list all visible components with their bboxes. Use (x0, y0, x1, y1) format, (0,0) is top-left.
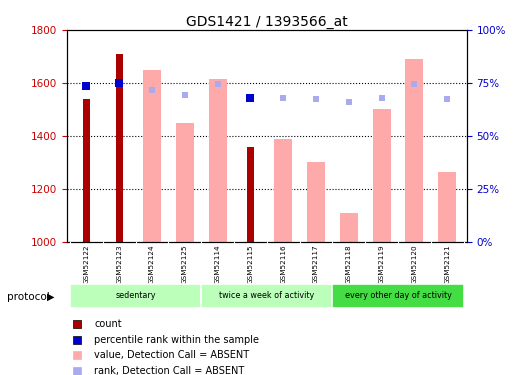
Text: twice a week of activity: twice a week of activity (219, 291, 314, 300)
Bar (201, 284, 332, 308)
Bar (83, 99, 90, 242)
Bar (70, 284, 201, 308)
Text: sedentary: sedentary (115, 291, 156, 300)
Text: percentile rank within the sample: percentile rank within the sample (94, 335, 259, 345)
Bar (176, 123, 194, 242)
Text: GSM52124: GSM52124 (149, 245, 155, 284)
Bar (372, 110, 390, 242)
Bar (405, 59, 423, 242)
Text: ▶: ▶ (47, 292, 55, 302)
Bar (116, 54, 123, 242)
Text: GSM52118: GSM52118 (346, 245, 352, 284)
Bar (274, 139, 292, 242)
Text: GSM52116: GSM52116 (280, 245, 286, 284)
Text: GSM52120: GSM52120 (411, 245, 418, 284)
Bar (209, 79, 227, 242)
Text: GSM52117: GSM52117 (313, 245, 319, 284)
Text: GSM52119: GSM52119 (379, 245, 385, 284)
Text: rank, Detection Call = ABSENT: rank, Detection Call = ABSENT (94, 366, 245, 375)
Text: GSM52123: GSM52123 (116, 245, 122, 284)
Bar (332, 284, 464, 308)
Text: count: count (94, 319, 122, 329)
Text: GSM52114: GSM52114 (214, 245, 221, 284)
Text: GSM52125: GSM52125 (182, 245, 188, 284)
Bar (247, 147, 254, 242)
Text: protocol: protocol (7, 292, 49, 302)
Bar (438, 172, 456, 242)
Text: GSM52121: GSM52121 (444, 245, 450, 284)
Bar (143, 70, 161, 242)
Bar (307, 162, 325, 242)
Bar (340, 213, 358, 242)
Text: every other day of activity: every other day of activity (345, 291, 451, 300)
Text: value, Detection Call = ABSENT: value, Detection Call = ABSENT (94, 350, 249, 360)
Text: GSM52122: GSM52122 (84, 245, 89, 284)
Text: GSM52115: GSM52115 (247, 245, 253, 284)
Title: GDS1421 / 1393566_at: GDS1421 / 1393566_at (186, 15, 348, 29)
